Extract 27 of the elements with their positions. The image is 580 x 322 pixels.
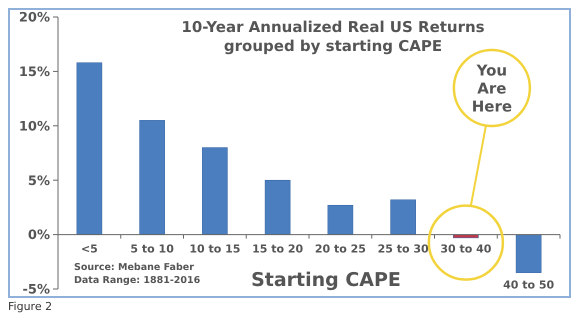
text: 10-Year Annualized Real US Returns grouped by starting CAPE — [181, 18, 485, 55]
annotation: You Are Here — [472, 61, 512, 116]
bar — [264, 180, 290, 235]
x-tick-label: 5 to 10 — [130, 242, 174, 256]
bar — [328, 204, 354, 235]
y-tick-label: 20% — [18, 10, 50, 26]
x-tick-label: 30 to 40 — [440, 242, 492, 256]
y-tick-label: 15% — [18, 64, 50, 80]
y-tick-label: 5% — [28, 174, 50, 189]
x-tick-label: <5 — [80, 242, 98, 256]
x-tick-label: 10 to 15 — [189, 242, 240, 256]
annotation: Source: Mebane Faber — [74, 262, 194, 273]
y-tick-label: -5% — [22, 282, 50, 298]
bar — [76, 62, 102, 235]
bar — [390, 200, 416, 235]
annotation: Data Range: 1881-2016 — [74, 275, 201, 286]
x-tick-label: 40 to 50 — [503, 278, 555, 292]
bar — [516, 234, 542, 273]
caption: Figure 2 — [8, 300, 52, 313]
x-tick-label: 25 to 30 — [378, 242, 430, 256]
bar — [202, 147, 228, 235]
y-tick-label: 0% — [28, 228, 50, 244]
bar — [139, 120, 165, 235]
x-tick-label: 20 to 25 — [314, 242, 366, 256]
x-tick-label: 15 to 20 — [252, 242, 304, 256]
y-tick-label: 10% — [18, 119, 50, 134]
x-axis-title: Starting CAPE — [251, 269, 401, 291]
